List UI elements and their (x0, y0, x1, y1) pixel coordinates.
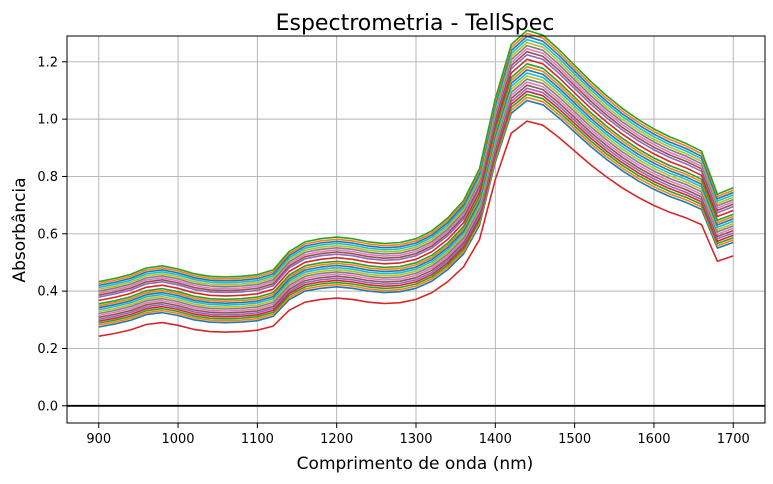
x-tick-label: 1500 (558, 432, 591, 447)
x-tick-label: 1000 (161, 432, 194, 447)
spectrum-line-s2 (98, 96, 734, 326)
spectrum-line-s5 (98, 87, 734, 321)
spectrum-line-s14 (98, 58, 734, 302)
y-tick-label: 0.0 (37, 399, 58, 414)
spectrum-line-s23 (98, 29, 734, 283)
spectrum-line-s22 (98, 32, 734, 285)
y-axis-ticks: 0.0 0.2 0.4 0.6 0.8 1.0 1.2 (37, 55, 67, 414)
spectrum-line-s20 (98, 38, 734, 289)
spectrum-line-s1 (98, 99, 734, 328)
x-tick-label: 1700 (717, 432, 750, 447)
spectrum-line-s4 (98, 90, 734, 322)
x-tick-label: 1100 (241, 432, 274, 447)
spectrum-line-s16 (98, 50, 734, 296)
spectrum-line-s13 (98, 62, 734, 305)
y-tick-label: 1.0 (37, 113, 58, 128)
grid (67, 36, 765, 423)
y-tick-label: 0.4 (37, 285, 58, 300)
chart-title: Espectrometria - TellSpec (276, 11, 555, 36)
spectrum-line-s24 (98, 120, 734, 337)
y-axis-label: Absorbância (10, 177, 30, 282)
spectrum-line-s10 (98, 72, 734, 311)
series-group (98, 29, 734, 337)
x-axis-label: Comprimento de onda (nm) (297, 454, 534, 474)
spectrum-line-s18 (98, 44, 734, 293)
y-tick-label: 0.8 (37, 170, 58, 185)
x-tick-label: 1600 (637, 432, 670, 447)
y-tick-label: 0.6 (37, 227, 58, 242)
spectrum-line-s19 (98, 41, 734, 291)
x-tick-label: 900 (86, 432, 111, 447)
spectrum-line-s15 (98, 53, 734, 298)
x-tick-label: 1200 (320, 432, 353, 447)
spectrum-line-s12 (98, 66, 734, 307)
y-tick-label: 0.2 (37, 342, 58, 357)
x-axis-ticks: 900 1000 1100 1200 1300 1400 1500 1600 1700 (86, 423, 750, 447)
spectrum-line-s8 (98, 78, 734, 315)
spectrum-line-s21 (98, 35, 734, 287)
spectrum-line-s3 (98, 93, 734, 324)
spectrum-line-s17 (98, 47, 734, 295)
spectrum-line-s9 (98, 75, 734, 313)
y-tick-label: 1.2 (37, 55, 58, 70)
spectrum-line-s7 (98, 81, 734, 317)
spectrum-line-s11 (98, 69, 734, 309)
spectrum-line-s6 (98, 84, 734, 319)
x-tick-label: 1300 (399, 432, 432, 447)
x-tick-label: 1400 (479, 432, 512, 447)
